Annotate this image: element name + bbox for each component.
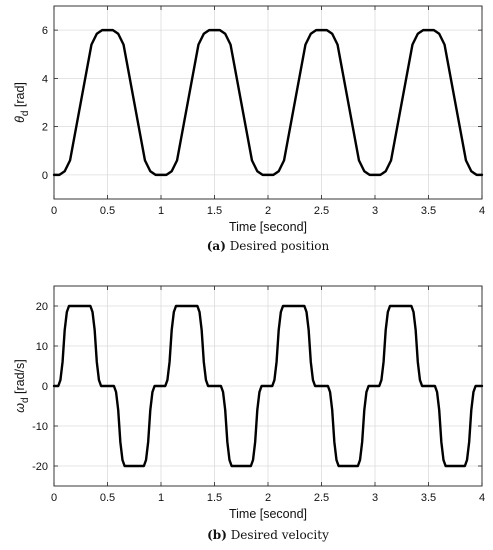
y-axis-symbol: ω <box>13 403 27 413</box>
y-tick-label: -10 <box>32 421 48 433</box>
y-tick-label: 4 <box>42 73 48 85</box>
y-tick-label: 2 <box>42 122 48 134</box>
y-axis-symbol: θ <box>13 116 27 123</box>
y-tick-label: 0 <box>42 170 48 182</box>
x-tick-label: 4 <box>479 492 485 504</box>
series-line <box>52 28 484 177</box>
y-tick-label: -20 <box>32 461 48 473</box>
x-axis-label: Time [second] <box>229 507 307 521</box>
chart-panel-1: 0 0.5 1 1.5 2 2.5 3 3.5 4 -20 -10 0 10 20 Time [second… <box>13 285 485 542</box>
x-axis-label: Time [second] <box>229 220 307 234</box>
chart-panel-0: 0 0.5 1 1.5 2 2.5 3 3.5 4 0 2 4 6 Time [second] θd [ra… <box>13 5 485 253</box>
caption-text: Desired velocity <box>227 528 329 542</box>
x-tick-label: 1.5 <box>207 492 222 504</box>
y-tick-label: 6 <box>42 25 48 37</box>
x-tick-label: 3.5 <box>421 205 436 217</box>
y-axis-subscript: d <box>20 111 31 117</box>
x-tick-label: 2.5 <box>314 492 329 504</box>
x-tick-label: 0.5 <box>100 205 115 217</box>
y-axis-label: θd [rad] <box>13 82 31 123</box>
subfigure-caption: (b) Desired velocity <box>207 528 329 542</box>
x-tick-label: 3.5 <box>421 492 436 504</box>
x-tick-label: 3 <box>372 205 378 217</box>
y-axis-subscript: d <box>20 397 31 403</box>
x-tick-label: 3 <box>372 492 378 504</box>
x-tick-label: 2 <box>265 492 271 504</box>
caption-text: Desired position <box>226 239 330 253</box>
x-tick-label: 1.5 <box>207 205 222 217</box>
y-tick-label: 10 <box>36 341 48 353</box>
y-axis-unit: [rad/s] <box>13 359 27 397</box>
y-axis-unit: [rad] <box>13 82 27 111</box>
x-tick-label: 1 <box>158 492 164 504</box>
y-axis-label: ωd [rad/s] <box>13 359 31 413</box>
x-tick-label: 2.5 <box>314 205 329 217</box>
y-tick-label: 0 <box>42 381 48 393</box>
x-tick-label: 0 <box>51 205 57 217</box>
x-tick-label: 1 <box>158 205 164 217</box>
caption-label: (b) <box>207 528 227 542</box>
x-tick-label: 4 <box>479 205 485 217</box>
series-line <box>52 304 484 468</box>
caption-label: (a) <box>207 239 226 253</box>
x-tick-label: 0.5 <box>100 492 115 504</box>
subfigure-caption: (a) Desired position <box>207 239 330 253</box>
x-tick-label: 0 <box>51 492 57 504</box>
x-tick-label: 2 <box>265 205 271 217</box>
y-tick-label: 20 <box>36 301 48 313</box>
